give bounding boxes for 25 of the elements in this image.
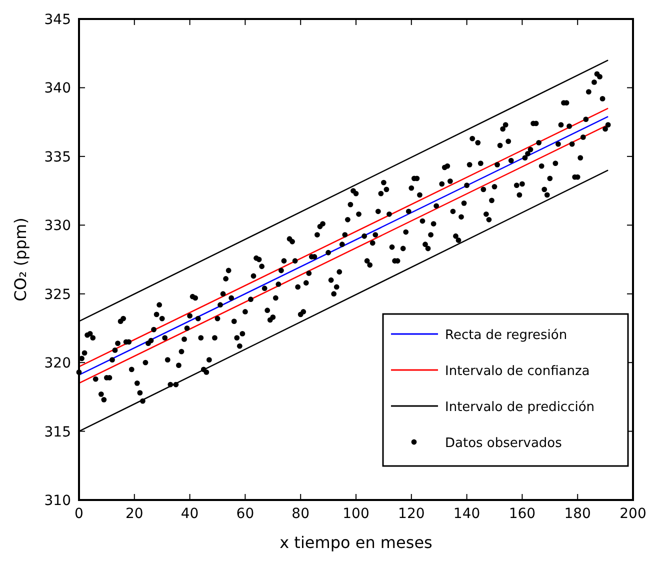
x-tick-label: 160: [508, 506, 536, 522]
y-tick-label: 340: [44, 80, 71, 97]
x-tick-label: 80: [292, 506, 310, 522]
x-tick-label: 40: [180, 506, 199, 522]
x-tick-label: 0: [74, 506, 84, 522]
y-tick-label: 345: [44, 12, 71, 28]
y-tick-label: 325: [44, 286, 71, 303]
x-axis-title: x tiempo en meses: [280, 533, 432, 552]
x-tick-label: 200: [620, 506, 646, 522]
x-tick-label: 20: [125, 506, 144, 522]
y-tick-label: 330: [44, 218, 71, 234]
x-tick-label: 140: [453, 506, 480, 522]
x-tick-label: 100: [342, 506, 370, 522]
x-tick-label: 60: [236, 506, 254, 522]
legend-label: Intervalo de predicción: [445, 400, 595, 415]
y-tick-label: 320: [44, 356, 71, 372]
legend-label: Datos observados: [445, 436, 562, 451]
x-tick-label: 120: [398, 506, 425, 522]
y-axis-title: CO₂ (ppm): [11, 218, 30, 302]
legend-label: Intervalo de confianza: [445, 364, 590, 379]
y-tick-label: 335: [44, 149, 71, 166]
legend-label: Recta de regresión: [445, 328, 568, 343]
y-tick-label: 310: [44, 493, 71, 509]
y-tick-label: 315: [44, 424, 71, 440]
x-tick-label: 180: [564, 506, 591, 522]
